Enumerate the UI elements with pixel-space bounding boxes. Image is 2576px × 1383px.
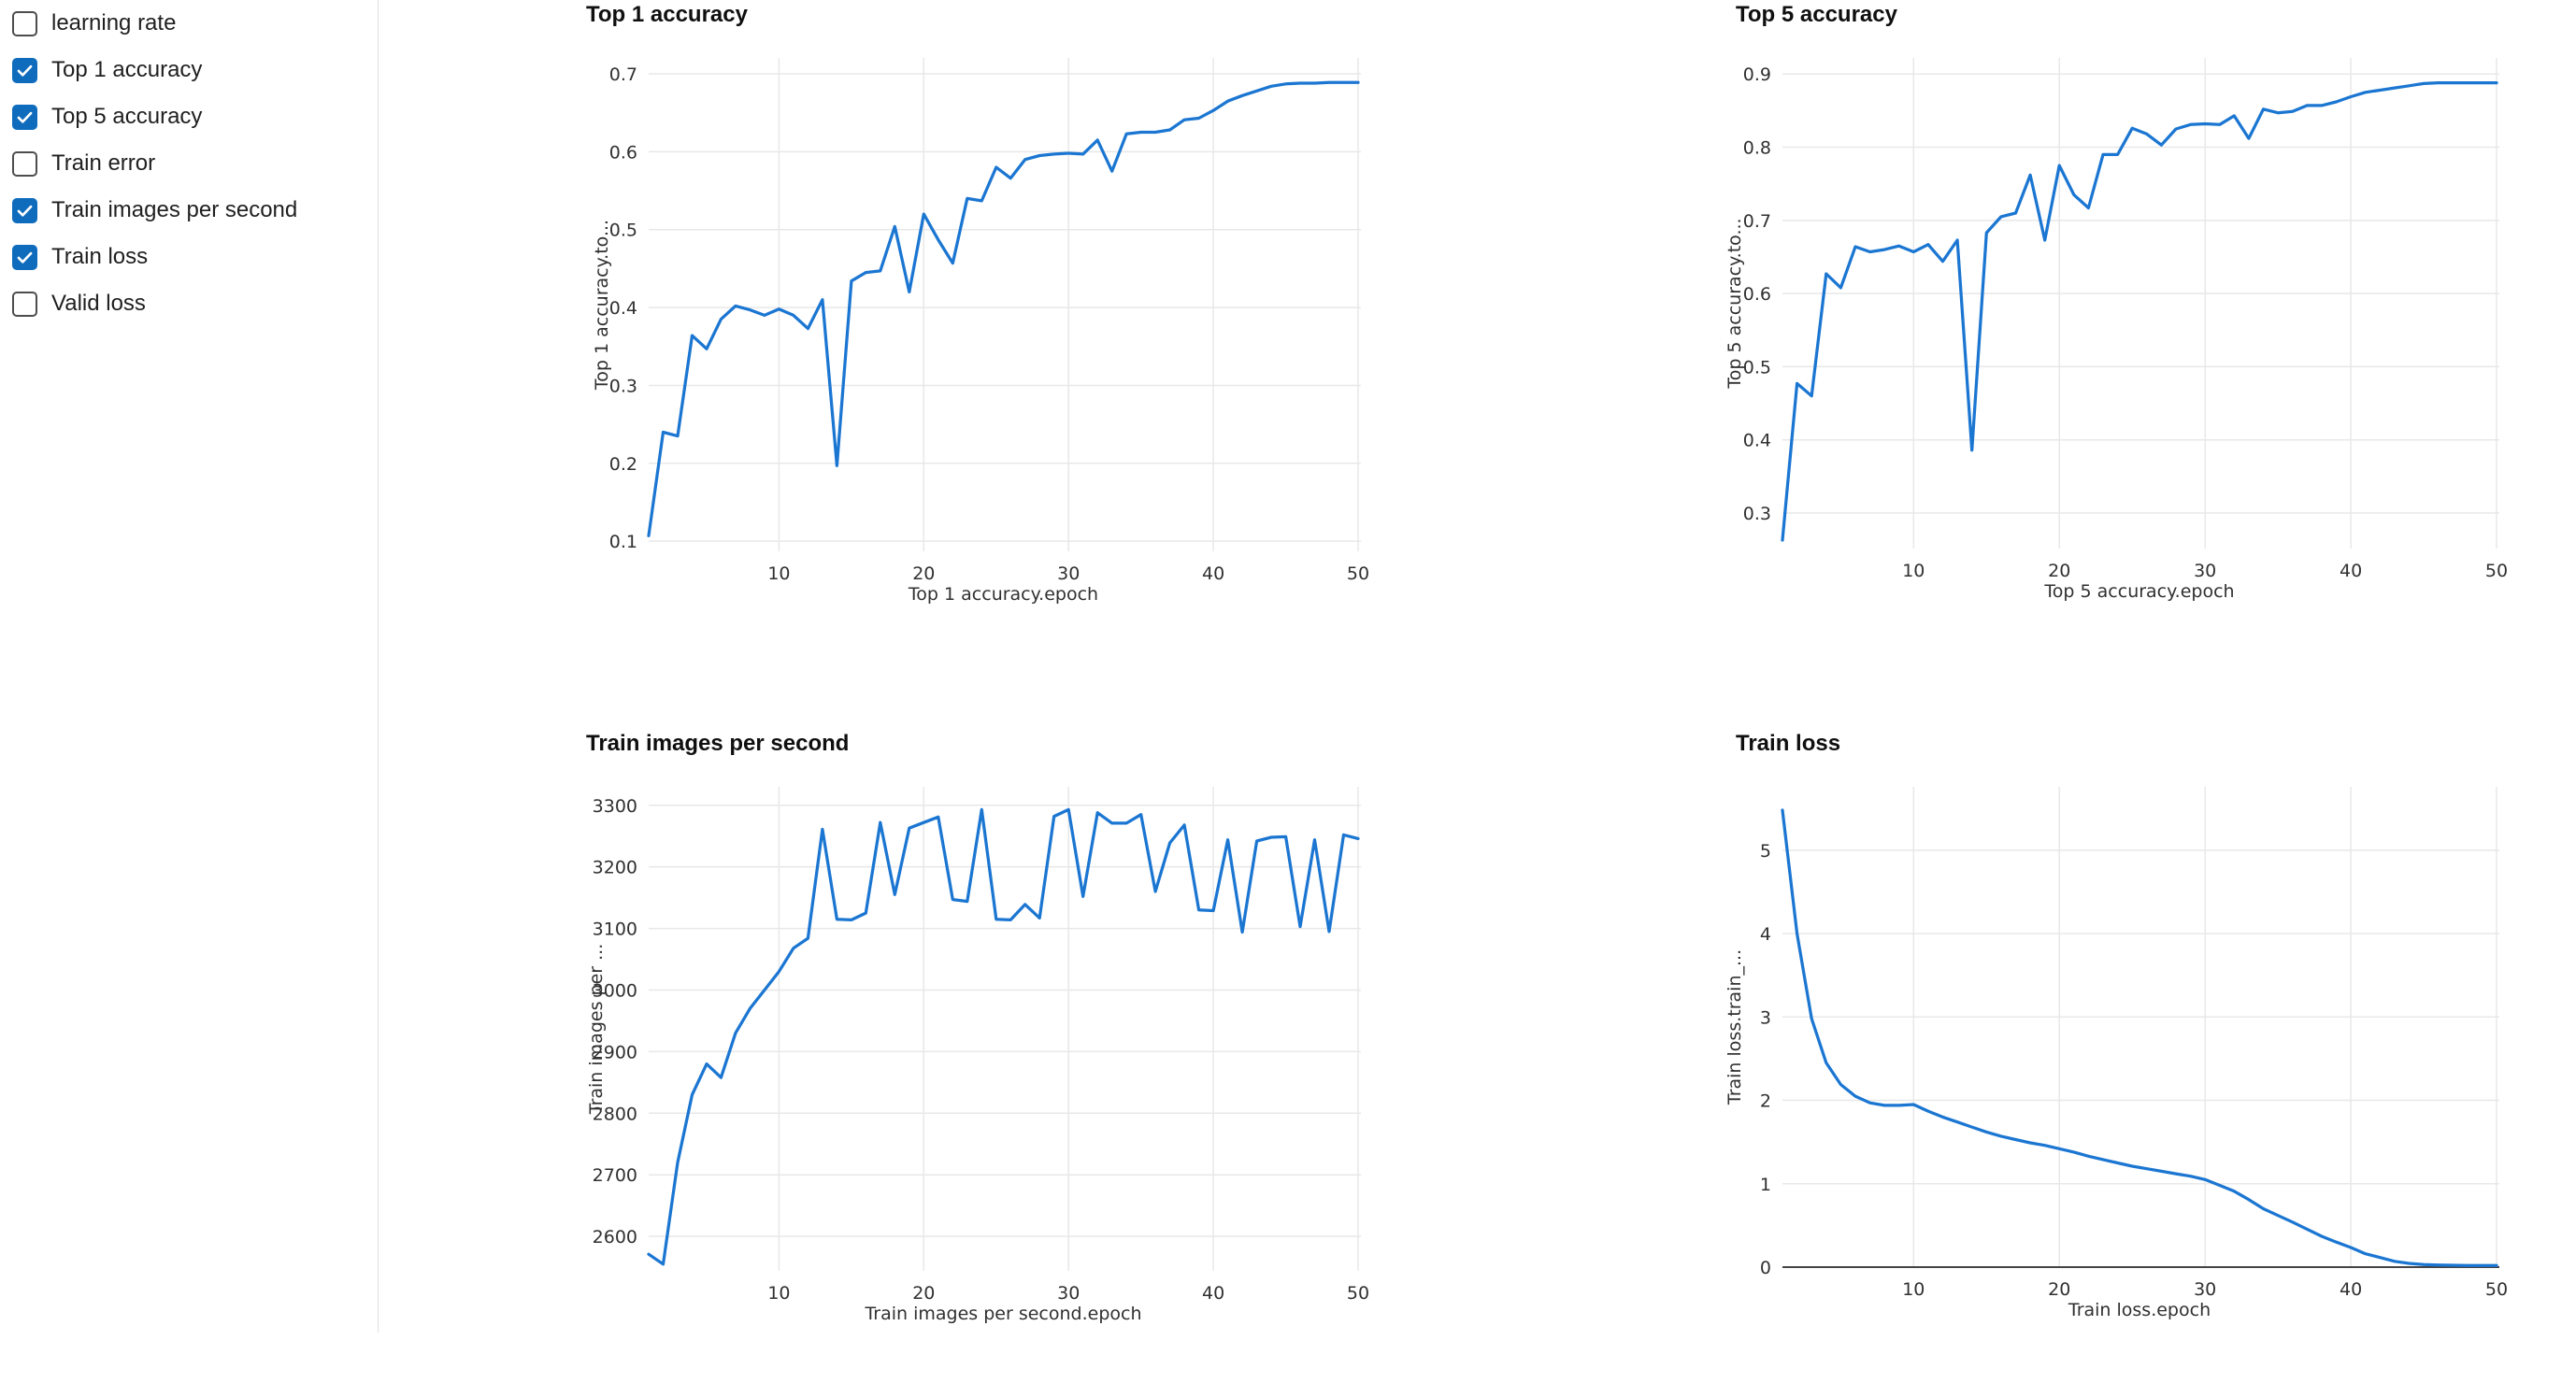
check-icon xyxy=(17,251,33,264)
chart-panel-top-5-accuracy: Top 5 accuracy 10 20 30 40 50 0.3 0.4 0.5 0.6 0.7… xyxy=(1724,0,2576,654)
sidebar-item-label: Top 1 accuracy xyxy=(51,57,203,82)
y-tick-label: 3000 xyxy=(593,980,637,1001)
sidebar-item-train-error[interactable]: Train error xyxy=(0,140,378,187)
chart-plot[interactable]: 10 20 30 40 50 0 1 2 3 4 5 Train loss.epoch Train lo… xyxy=(1724,757,2576,1364)
y-axis-title: Train loss.train_... xyxy=(1724,949,1745,1105)
sidebar-item-train-loss[interactable]: Train loss xyxy=(0,234,378,280)
x-tick-label: 20 xyxy=(912,1283,935,1304)
y-axis-title: Top 5 accuracy.to... xyxy=(1724,218,1745,389)
x-axis-title: Train loss.epoch xyxy=(2068,1300,2211,1320)
sidebar-item-learning-rate[interactable]: learning rate xyxy=(0,0,378,47)
y-tick-label: 0.5 xyxy=(609,221,637,241)
checkbox-unchecked-train-error[interactable] xyxy=(12,150,37,177)
y-tick-label: 0 xyxy=(1760,1258,1771,1278)
x-tick-label: 50 xyxy=(2485,561,2508,581)
y-tick-label: 5 xyxy=(1760,841,1771,862)
x-tick-label: 40 xyxy=(2340,1279,2362,1300)
x-tick-label: 10 xyxy=(767,1283,790,1304)
y-tick-label: 0.2 xyxy=(609,454,637,475)
y-tick-label: 0.7 xyxy=(1743,211,1771,232)
metric-selector-sidebar: learning rate Top 1 accuracy Top 5 accurac… xyxy=(0,0,379,1333)
y-tick-label: 2800 xyxy=(593,1104,637,1124)
chart-panel-train-images-per-second: Train images per second 10 20 30 40 50 2600 27… xyxy=(580,729,1426,1383)
check-icon xyxy=(17,205,33,217)
y-tick-label: 2 xyxy=(1760,1091,1771,1112)
sidebar-item-valid-loss[interactable]: Valid loss xyxy=(0,280,378,327)
y-tick-label: 0.3 xyxy=(1743,504,1771,524)
x-tick-label: 50 xyxy=(2485,1279,2508,1300)
chart-plot[interactable]: 10 20 30 40 50 2600 2700 2800 2900 3000 3100 3200 33… xyxy=(580,757,1426,1364)
sidebar-item-train-images-per-second[interactable]: Train images per second xyxy=(0,187,378,234)
y-tick-label: 0.6 xyxy=(1743,284,1771,305)
sidebar-item-label: Valid loss xyxy=(51,291,146,316)
y-tick-label: 3 xyxy=(1760,1007,1771,1028)
y-tick-label: 0.9 xyxy=(1743,64,1771,85)
sidebar-item-label: Top 5 accuracy xyxy=(51,104,203,129)
y-tick-label: 0.6 xyxy=(609,142,637,163)
x-axis-title: Train images per second.epoch xyxy=(864,1304,1141,1324)
series-line xyxy=(1781,80,2498,542)
checkbox-checked-train-images-per-second[interactable] xyxy=(12,197,37,223)
sidebar-item-top-1-accuracy[interactable]: Top 1 accuracy xyxy=(0,47,378,93)
y-tick-label: 4 xyxy=(1760,924,1771,945)
y-tick-label: 0.5 xyxy=(1743,357,1771,378)
x-axis-title: Top 1 accuracy.epoch xyxy=(908,584,1098,605)
sidebar-item-label: Train loss xyxy=(51,244,149,269)
series-line xyxy=(647,807,1360,1266)
x-tick-label: 20 xyxy=(912,563,935,584)
sidebar-item-top-5-accuracy[interactable]: Top 5 accuracy xyxy=(0,93,378,140)
x-tick-label: 20 xyxy=(2048,561,2070,581)
checkbox-checked-top-1-accuracy[interactable] xyxy=(12,57,37,83)
checkbox-unchecked-valid-loss[interactable] xyxy=(12,291,37,317)
x-tick-label: 50 xyxy=(1347,1283,1369,1304)
x-tick-label: 40 xyxy=(1202,563,1224,584)
y-tick-label: 0.8 xyxy=(1743,138,1771,159)
y-axis-title: Top 1 accuracy.to... xyxy=(592,220,612,391)
sidebar-item-label: learning rate xyxy=(51,10,177,36)
y-tick-label: 0.4 xyxy=(1743,431,1771,451)
chart-plot[interactable]: 10 20 30 40 50 0.1 0.2 0.3 0.4 0.5 0.6 0.7 Top 1 acc… xyxy=(580,28,1426,635)
chart-title: Top 5 accuracy xyxy=(1736,2,1897,27)
chart-panel-top-1-accuracy: Top 1 accuracy 10 20 30 40 50 0.1 0.2 0.3 0.4 0.5… xyxy=(580,0,1426,654)
chart-panel-train-loss: Train loss 10 20 30 40 50 0 1 2 3 4 5 Train loss.ep… xyxy=(1724,729,2576,1383)
chart-title: Top 1 accuracy xyxy=(586,2,748,27)
check-icon xyxy=(17,64,33,77)
series-line xyxy=(647,80,1360,537)
chart-title: Train images per second xyxy=(586,731,850,756)
y-tick-label: 3200 xyxy=(593,858,637,878)
y-tick-label: 0.3 xyxy=(609,376,637,396)
x-tick-label: 50 xyxy=(1347,563,1369,584)
x-tick-label: 30 xyxy=(2194,1279,2216,1300)
y-tick-label: 2900 xyxy=(593,1042,637,1062)
checkbox-checked-train-loss[interactable] xyxy=(12,244,37,270)
y-tick-label: 0.4 xyxy=(609,298,637,319)
x-tick-label: 30 xyxy=(1057,563,1080,584)
y-tick-label: 2700 xyxy=(593,1165,637,1186)
x-tick-label: 20 xyxy=(2048,1279,2070,1300)
x-tick-label: 10 xyxy=(1902,1279,1925,1300)
y-tick-label: 0.7 xyxy=(609,64,637,85)
checkbox-unchecked-learning-rate[interactable] xyxy=(12,10,37,36)
y-tick-label: 2600 xyxy=(593,1227,637,1248)
x-tick-label: 10 xyxy=(767,563,790,584)
x-tick-label: 30 xyxy=(1057,1283,1080,1304)
sidebar-item-label: Train error xyxy=(51,150,156,176)
checkbox-checked-top-5-accuracy[interactable] xyxy=(12,104,37,130)
y-tick-label: 3300 xyxy=(593,796,637,817)
x-tick-label: 40 xyxy=(2340,561,2362,581)
y-tick-label: 0.1 xyxy=(609,532,637,552)
y-tick-label: 3100 xyxy=(593,920,637,940)
chart-plot[interactable]: 10 20 30 40 50 0.3 0.4 0.5 0.6 0.7 0.8 0.9 Top 5 acc… xyxy=(1724,28,2576,635)
chart-title: Train loss xyxy=(1736,731,1841,756)
check-icon xyxy=(17,111,33,123)
series-line xyxy=(1781,808,2498,1267)
x-tick-label: 30 xyxy=(2194,561,2216,581)
sidebar-item-label: Train images per second xyxy=(51,197,298,222)
x-axis-title: Top 5 accuracy.epoch xyxy=(2043,581,2234,602)
y-tick-label: 1 xyxy=(1760,1175,1771,1195)
x-tick-label: 40 xyxy=(1202,1283,1224,1304)
x-tick-label: 10 xyxy=(1902,561,1925,581)
y-axis-title: Train images per ... xyxy=(586,944,607,1115)
